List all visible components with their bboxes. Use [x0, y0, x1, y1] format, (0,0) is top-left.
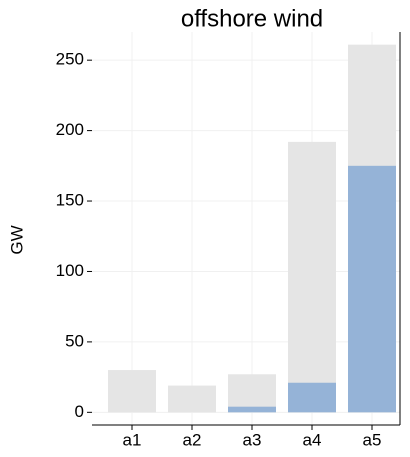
- x-tick-label: a2: [183, 430, 202, 449]
- bar: [228, 374, 276, 413]
- bar: [228, 406, 276, 413]
- x-tick-label: a3: [243, 430, 262, 449]
- bar: [168, 385, 216, 413]
- x-tick-label: a4: [303, 430, 322, 449]
- chart-title: offshore wind: [181, 5, 323, 32]
- bar: [108, 370, 156, 413]
- y-tick-label: 0: [75, 402, 84, 421]
- y-tick-label: 100: [56, 261, 84, 280]
- y-tick-label: 250: [56, 50, 84, 69]
- x-tick-label: a5: [363, 430, 382, 449]
- bar: [288, 141, 336, 413]
- bar: [288, 382, 336, 413]
- y-axis-label: GW: [7, 225, 26, 254]
- y-tick-label: 150: [56, 191, 84, 210]
- y-tick-label: 200: [56, 120, 84, 139]
- x-tick-label: a1: [123, 430, 142, 449]
- y-tick-label: 50: [65, 331, 84, 350]
- bar: [348, 165, 396, 413]
